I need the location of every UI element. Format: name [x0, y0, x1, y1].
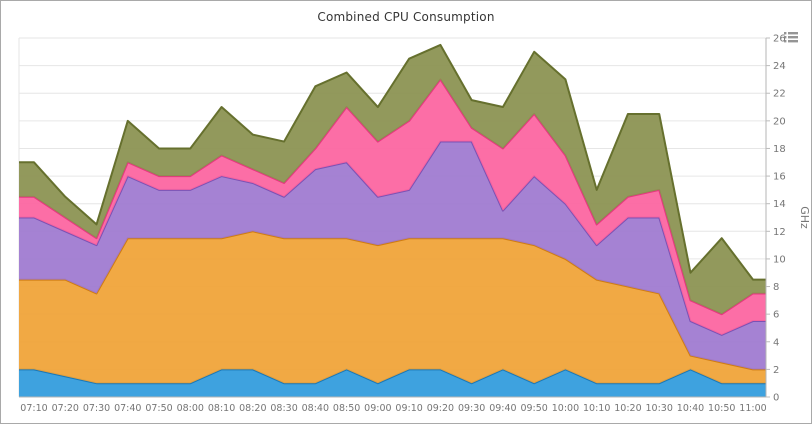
- svg-text:16: 16: [773, 172, 786, 183]
- svg-text:09:20: 09:20: [427, 403, 454, 414]
- svg-text:11:00: 11:00: [739, 403, 766, 414]
- svg-text:07:20: 07:20: [52, 403, 79, 414]
- svg-text:10:00: 10:00: [552, 403, 579, 414]
- hamburger-menu-icon: [784, 32, 798, 43]
- svg-text:08:10: 08:10: [208, 403, 235, 414]
- svg-text:07:40: 07:40: [114, 403, 141, 414]
- svg-text:24: 24: [773, 61, 786, 72]
- svg-text:8: 8: [773, 282, 779, 293]
- svg-text:08:40: 08:40: [302, 403, 329, 414]
- svg-text:4: 4: [773, 337, 779, 348]
- svg-text:26: 26: [773, 34, 786, 45]
- svg-text:10: 10: [773, 254, 786, 265]
- svg-text:07:10: 07:10: [20, 403, 47, 414]
- svg-text:09:40: 09:40: [489, 403, 516, 414]
- svg-text:18: 18: [773, 144, 786, 155]
- svg-text:07:50: 07:50: [145, 403, 172, 414]
- svg-text:10:30: 10:30: [646, 403, 673, 414]
- svg-text:10:20: 10:20: [614, 403, 641, 414]
- chart-title: Combined CPU Consumption: [317, 10, 495, 24]
- svg-text:09:50: 09:50: [520, 403, 547, 414]
- svg-text:12: 12: [773, 227, 786, 238]
- svg-text:08:20: 08:20: [239, 403, 266, 414]
- svg-text:09:10: 09:10: [395, 403, 422, 414]
- svg-text:07:30: 07:30: [83, 403, 110, 414]
- export-menu-button[interactable]: [781, 27, 801, 47]
- svg-text:08:50: 08:50: [333, 403, 360, 414]
- svg-text:08:30: 08:30: [270, 403, 297, 414]
- svg-text:09:00: 09:00: [364, 403, 391, 414]
- svg-text:0: 0: [773, 393, 779, 404]
- svg-text:2: 2: [773, 365, 779, 376]
- svg-text:20: 20: [773, 116, 786, 127]
- svg-text:22: 22: [773, 89, 786, 100]
- svg-text:GHz: GHz: [798, 206, 811, 229]
- svg-text:14: 14: [773, 199, 786, 210]
- svg-text:10:40: 10:40: [677, 403, 704, 414]
- svg-text:10:10: 10:10: [583, 403, 610, 414]
- svg-text:08:00: 08:00: [177, 403, 204, 414]
- svg-text:6: 6: [773, 310, 779, 321]
- svg-text:09:30: 09:30: [458, 403, 485, 414]
- svg-text:10:50: 10:50: [708, 403, 735, 414]
